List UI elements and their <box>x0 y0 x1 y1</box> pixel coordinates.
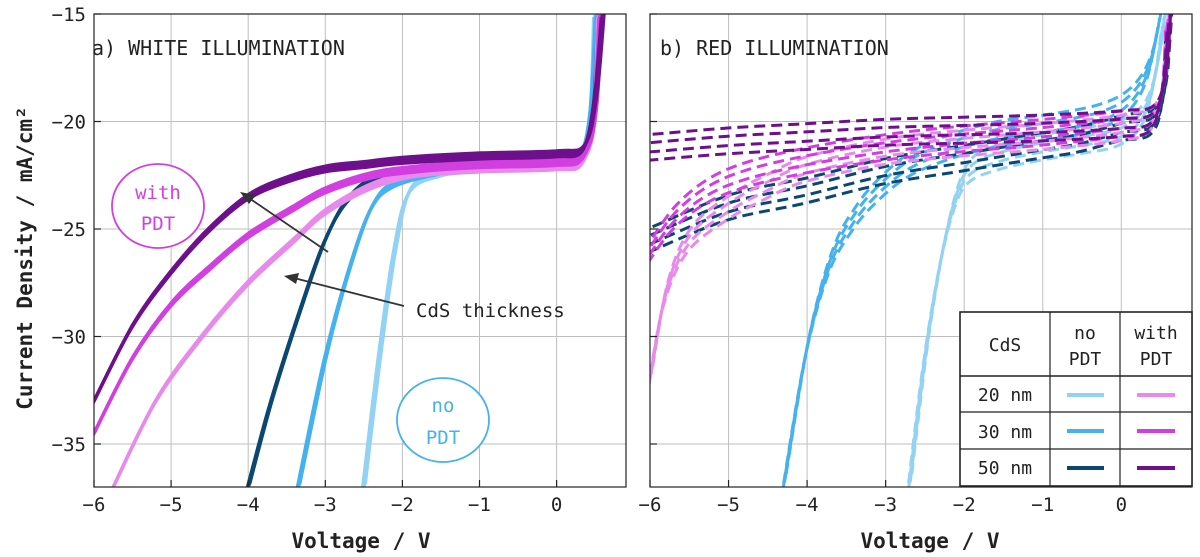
x-axis-title-b: Voltage / V <box>860 529 999 553</box>
y-tick-label: −15 <box>52 4 86 26</box>
y-tick-label: −30 <box>52 327 86 349</box>
with-pdt-bubble-text-1: with <box>135 182 181 204</box>
x-tick-label: −4 <box>796 494 819 516</box>
no-pdt-bubble-outline <box>396 377 490 463</box>
curve-with-pdt-30-1 <box>650 26 1168 263</box>
x-tick-label: −6 <box>639 494 662 516</box>
cds-arrow-upper <box>245 195 329 253</box>
x-tick-label: 0 <box>1116 494 1127 516</box>
panel-a-curves <box>94 14 606 487</box>
y-axis-title: Current Density / mA/cm² <box>13 106 37 409</box>
x-tick-label: −1 <box>468 494 491 516</box>
x-tick-label: −5 <box>717 494 740 516</box>
no-pdt-bubble-text-1: no <box>432 395 455 417</box>
curve-with-pdt-50-1 <box>650 26 1169 162</box>
with-pdt-bubble-outline <box>111 163 205 249</box>
curve-with-pdt-50-4 <box>94 14 606 399</box>
curve-with-pdt-30-2 <box>650 18 1169 257</box>
x-axis-title-a: Voltage / V <box>291 529 430 553</box>
legend-table: CdS no PDT with PDT 20 nm 30 nm 50 nm <box>959 311 1193 487</box>
panel-b-curves <box>650 14 1174 487</box>
legend-header-with-1: with <box>1134 323 1177 344</box>
cds-thickness-annotation: CdS thickness <box>240 192 565 322</box>
legend-row-50nm: 50 nm <box>978 458 1032 479</box>
panel-b-red-illumination: −6 −5 −4 −3 −2 −1 0 b) RED ILLUMINATION CdS no… <box>639 13 1193 516</box>
legend-header-with-2: PDT <box>1140 349 1173 370</box>
panel-a-label: a) WHITE ILLUMINATION <box>92 36 345 60</box>
curve-with-pdt-50-3 <box>650 14 1173 145</box>
x-tick-label: −3 <box>874 494 897 516</box>
panel-a-ticks: −6 −5 −4 −3 −2 −1 0 −15 −20 −25 −30 −35 <box>52 4 563 516</box>
panel-a-grid <box>93 13 626 487</box>
panel-b-frame <box>649 13 1193 488</box>
legend-header-cds: CdS <box>989 335 1022 356</box>
curve-with-pdt-50-4 <box>652 14 1174 136</box>
with-pdt-bubble: with PDT <box>111 163 205 249</box>
x-tick-label: −1 <box>1031 494 1054 516</box>
curve-with-pdt-30-4 <box>94 14 604 432</box>
legend-row-30nm: 30 nm <box>978 422 1032 443</box>
x-tick-label: 0 <box>551 494 562 516</box>
legend-row-20nm: 20 nm <box>978 385 1032 406</box>
cds-arrow-upper-head <box>240 192 256 204</box>
with-pdt-bubble-text-2: PDT <box>141 213 175 235</box>
legend-header-no-2: PDT <box>1069 349 1102 370</box>
x-tick-label: −4 <box>237 494 260 516</box>
curve-with-pdt-50-2 <box>650 18 1171 154</box>
no-pdt-bubble: no PDT <box>396 377 490 463</box>
panel-b-ticks: −6 −5 −4 −3 −2 −1 0 <box>639 13 1127 516</box>
panel-a-frame <box>93 13 627 488</box>
y-tick-label: −20 <box>52 112 86 134</box>
legend-box <box>959 311 1193 487</box>
curve-no-pdt-50-1 <box>650 26 1168 254</box>
cds-arrow-lower-head <box>284 273 299 284</box>
panel-b-label: b) RED ILLUMINATION <box>660 36 889 60</box>
curve-no-pdt-20-3 <box>908 14 1167 483</box>
x-tick-label: −2 <box>953 494 976 516</box>
x-tick-label: −3 <box>314 494 337 516</box>
x-tick-label: −2 <box>391 494 414 516</box>
cds-thickness-label: CdS thickness <box>416 300 565 322</box>
y-tick-label: −35 <box>52 434 86 456</box>
curve-with-pdt-30-3 <box>650 14 1171 247</box>
cds-arrow-lower <box>289 276 405 307</box>
x-tick-label: −6 <box>83 494 106 516</box>
x-tick-label: −5 <box>160 494 183 516</box>
legend-header-no-1: no <box>1074 323 1096 344</box>
no-pdt-bubble-text-2: PDT <box>426 427 460 449</box>
panel-a-white-illumination: −6 −5 −4 −3 −2 −1 0 −15 −20 −25 −30 −35 a) WHITE IL… <box>52 4 627 516</box>
curve-with-pdt-30-4 <box>651 14 1172 239</box>
y-tick-label: −25 <box>52 219 86 241</box>
